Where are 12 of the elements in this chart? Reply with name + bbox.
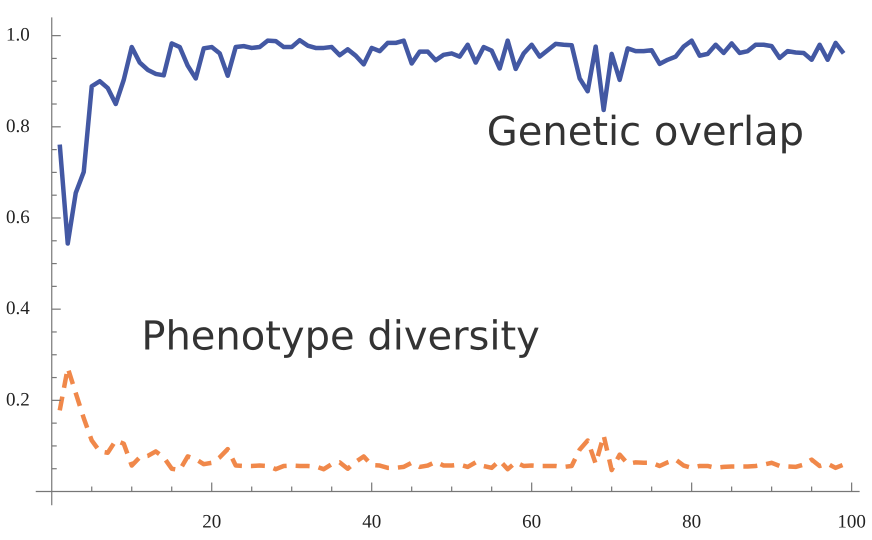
x-tick-label: 100: [837, 512, 866, 533]
series-label: Phenotype diversity: [141, 314, 540, 360]
x-tick-label: 80: [682, 512, 702, 533]
x-tick-label: 40: [362, 512, 382, 533]
y-tick-label: 0.4: [6, 298, 30, 320]
y-tick-label: 1.0: [6, 24, 30, 46]
x-tick-label: 60: [522, 512, 542, 533]
y-tick-label: 0.6: [6, 206, 30, 228]
y-tick-label: 0.8: [6, 116, 30, 137]
x-tick-label: 20: [202, 512, 222, 533]
y-tick-label: 0.2: [6, 389, 30, 410]
series-label: Genetic overlap: [486, 108, 804, 155]
